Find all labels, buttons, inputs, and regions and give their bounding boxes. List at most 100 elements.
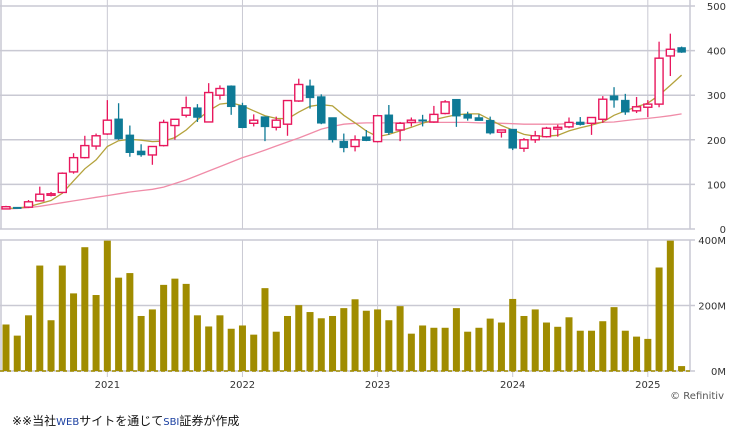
volume-bar <box>250 334 258 371</box>
volume-bar <box>599 321 607 371</box>
footer-web: WEB <box>56 417 80 428</box>
candle-down <box>317 96 326 124</box>
candle-down <box>305 85 315 99</box>
candle-up <box>564 121 574 128</box>
volume-bar <box>655 267 663 371</box>
volume-bar <box>520 315 528 371</box>
volume-bar <box>407 333 415 371</box>
footer-prefix: ※※当社 <box>12 414 57 428</box>
candle-down <box>125 134 135 153</box>
candle-down <box>463 114 472 119</box>
volume-bar <box>182 283 190 371</box>
candle-down <box>384 114 394 133</box>
candle-up <box>23 201 34 208</box>
candle-up <box>631 106 642 112</box>
volume-bar <box>329 315 337 371</box>
candle-down <box>474 117 484 121</box>
grid-lines <box>0 0 695 377</box>
volume-bar <box>160 284 168 371</box>
candle-up <box>429 113 439 123</box>
candle-down <box>114 118 123 140</box>
volume-bar <box>317 318 325 371</box>
volume-bar <box>497 322 505 371</box>
volume-bar <box>362 310 370 371</box>
volume-bar <box>216 315 224 371</box>
volume-bar <box>126 273 134 371</box>
candle-up <box>350 139 360 148</box>
short-moving-average-line <box>5 74 683 210</box>
year-tick-label: 2023 <box>365 380 390 391</box>
year-tick-label: 2021 <box>95 380 120 391</box>
candle-down <box>13 206 22 209</box>
volume-bar <box>509 298 517 371</box>
candle-up <box>282 99 293 125</box>
candle-down <box>418 119 427 122</box>
candle-up <box>440 101 450 115</box>
candle-up <box>203 91 214 123</box>
volume-bar <box>385 320 393 371</box>
volume-bar <box>115 277 123 371</box>
candle-down <box>193 107 202 118</box>
candle-up <box>249 119 259 124</box>
candle-down <box>621 99 630 113</box>
candle-up <box>496 129 507 133</box>
candle-down <box>576 121 585 125</box>
volume-bar <box>148 309 156 371</box>
volume-bar <box>610 307 618 371</box>
price-tick-label: 500 <box>707 2 726 13</box>
candle-up <box>665 48 676 57</box>
volume-bar <box>475 327 483 371</box>
candle-up <box>35 193 45 202</box>
volume-bar <box>554 326 562 371</box>
candle-down <box>339 140 349 149</box>
footer-suffix: 証券が作成 <box>179 414 240 428</box>
volume-bar <box>419 325 427 371</box>
candle-up <box>46 193 56 196</box>
volume-bar <box>36 265 44 371</box>
candle-down <box>260 116 270 128</box>
volume-bar <box>284 315 291 371</box>
volume-bar <box>137 315 145 371</box>
volume-bar <box>25 315 33 371</box>
volume-bar <box>58 265 66 371</box>
candle-down <box>508 128 517 149</box>
candle-up <box>68 156 79 173</box>
volume-tick-label: 200M <box>698 302 726 313</box>
volume-bar <box>193 315 201 371</box>
footer-sbi: SBI <box>163 417 180 428</box>
candle-up <box>586 116 597 124</box>
volume-bar <box>81 247 89 371</box>
volume-bar <box>644 338 652 371</box>
volume-tick-label: 0M <box>711 367 726 378</box>
candle-up <box>102 119 113 135</box>
price-tick-label: 100 <box>707 180 726 191</box>
footer-middle: サイトを通じて <box>79 414 164 428</box>
candle-up <box>57 172 67 194</box>
candle-up <box>519 139 529 149</box>
volume-bar <box>171 278 179 371</box>
volume-bar <box>103 240 111 371</box>
volume-bars <box>0 240 690 372</box>
candle-down <box>328 117 337 141</box>
volume-bar <box>576 330 584 371</box>
candle-up <box>1 205 11 210</box>
volume-bar <box>452 308 460 371</box>
candle-down <box>136 150 146 156</box>
volume-bar <box>13 335 21 371</box>
candle-up <box>294 83 304 102</box>
candle-down <box>226 85 236 108</box>
volume-bar <box>588 330 596 371</box>
price-tick-label: 0 <box>720 225 726 236</box>
volume-bar <box>633 336 641 371</box>
data-credit: © Refinitiv <box>670 391 724 402</box>
price-tick-label: 300 <box>707 91 726 102</box>
volume-bar <box>678 366 686 371</box>
year-tick-label: 2025 <box>635 380 660 391</box>
candle-up <box>541 127 552 138</box>
volume-bar <box>430 327 438 371</box>
volume-bar <box>261 288 269 371</box>
candle-up <box>654 57 664 105</box>
candle-down <box>609 95 619 101</box>
candle-up <box>372 115 383 143</box>
